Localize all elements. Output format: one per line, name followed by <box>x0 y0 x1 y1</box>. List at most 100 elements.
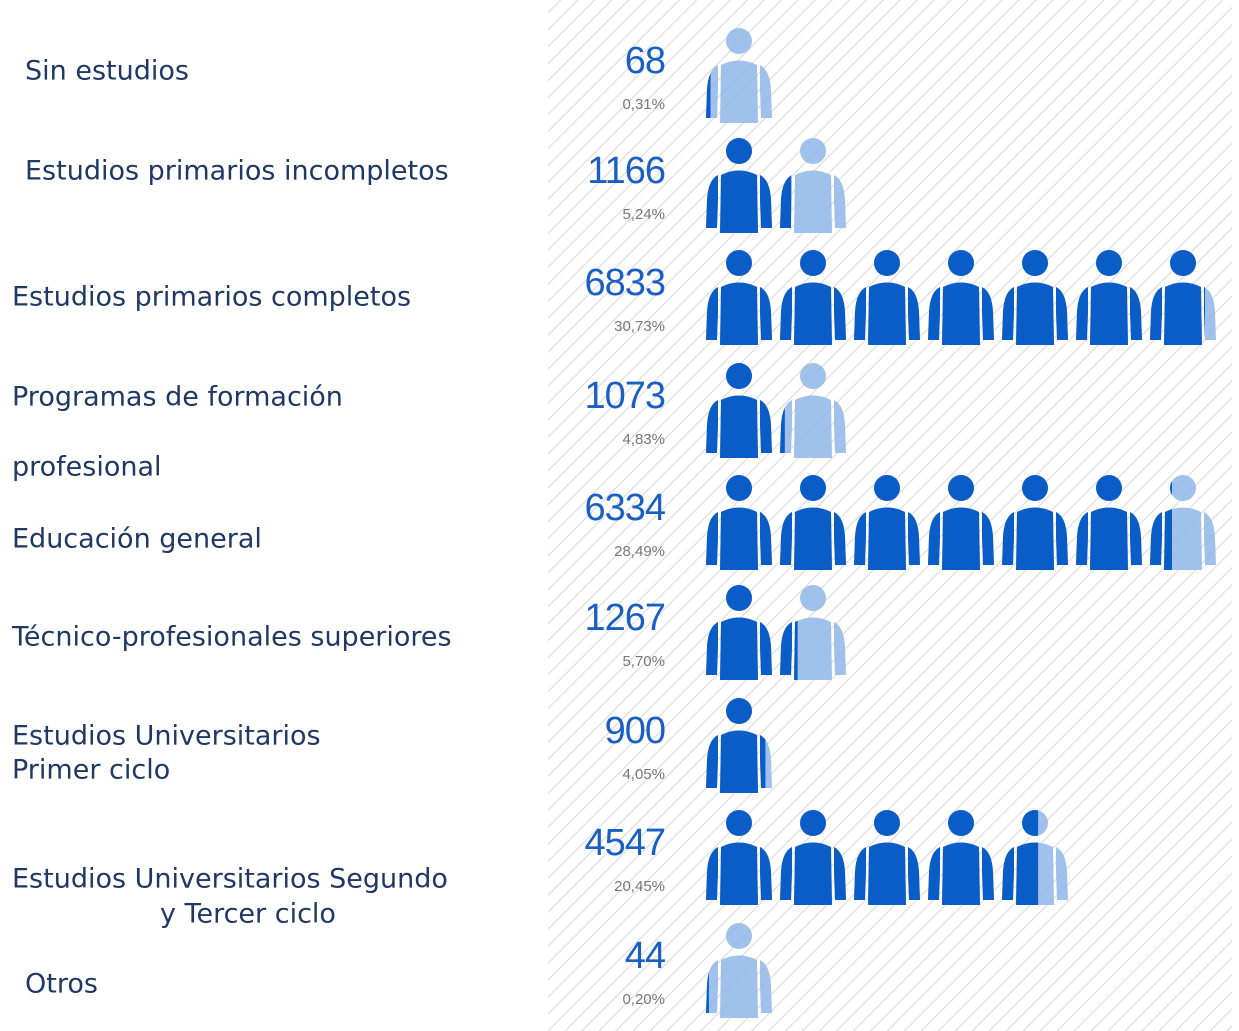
icon-part <box>948 475 974 501</box>
icon-fill <box>928 810 994 905</box>
person-icon <box>928 250 994 345</box>
icon-part <box>1002 512 1014 565</box>
person-icon <box>928 475 994 570</box>
icon-part <box>794 842 832 905</box>
icon-part <box>706 972 709 1013</box>
icon-part <box>1076 512 1088 565</box>
icon-part <box>982 512 994 565</box>
category-label: Estudios Universitarios <box>12 721 321 752</box>
person-icon <box>706 923 772 1018</box>
icon-part <box>834 287 846 340</box>
icon-part <box>760 622 772 675</box>
icon-fill <box>780 175 791 228</box>
icon-part <box>780 407 785 453</box>
icon-part <box>780 622 792 675</box>
value-label: 68 <box>625 40 665 82</box>
value-label: 44 <box>625 935 666 977</box>
category-label: Estudios Universitarios Segundo <box>12 864 448 895</box>
icon-part <box>720 60 758 123</box>
icon-part <box>794 282 832 345</box>
icon-part <box>726 923 752 949</box>
icon-part <box>1056 512 1068 565</box>
icon-fill <box>780 250 846 345</box>
share-label: 5,70% <box>622 653 665 670</box>
icon-part <box>794 620 798 680</box>
icon-part <box>1096 475 1122 501</box>
icon-part <box>780 512 792 565</box>
icon-part <box>1204 512 1216 565</box>
person-icon <box>780 585 846 680</box>
icon-part <box>834 622 846 675</box>
icon-part <box>1076 287 1088 340</box>
icon-part <box>1056 847 1068 900</box>
icon-part <box>942 282 980 345</box>
icon-part <box>874 250 900 276</box>
person-icon <box>1076 250 1142 345</box>
icon-part <box>868 282 906 345</box>
icon-part <box>794 507 832 570</box>
icon-part <box>780 175 791 228</box>
icon-part <box>1022 250 1048 276</box>
icon-fill <box>1076 475 1142 570</box>
value-label: 900 <box>605 710 665 752</box>
icon-fill <box>706 972 709 1013</box>
icon-part <box>780 847 792 900</box>
icon-part <box>854 847 866 900</box>
person-icon <box>1002 810 1068 905</box>
share-label: 0,31% <box>622 96 665 113</box>
icon-fill <box>706 250 772 345</box>
icon-part <box>706 735 718 788</box>
icon-part <box>854 512 866 565</box>
icon-fill <box>706 73 711 118</box>
icon-part <box>928 287 940 340</box>
category-label: Primer ciclo <box>12 755 170 786</box>
icon-part <box>800 363 826 389</box>
icon-part <box>726 475 752 501</box>
icon-part <box>760 512 772 565</box>
icon-part <box>800 138 826 164</box>
icon-part <box>982 847 994 900</box>
person-icon <box>706 250 772 345</box>
icon-empty <box>706 923 772 1018</box>
icon-part <box>794 617 832 680</box>
category-label: y Tercer ciclo <box>160 899 336 930</box>
icon-part <box>1096 250 1122 276</box>
icon-part <box>800 250 826 276</box>
person-icon <box>928 810 994 905</box>
icon-part <box>834 175 846 228</box>
icon-part <box>800 585 826 611</box>
icon-fill <box>706 138 772 233</box>
share-label: 28,49% <box>614 543 665 560</box>
person-icon <box>1150 250 1216 345</box>
person-icon <box>706 475 772 570</box>
icon-part <box>794 170 832 233</box>
icon-fill <box>706 363 772 458</box>
icon-part <box>726 363 752 389</box>
icon-part <box>1090 282 1128 345</box>
icon-part <box>720 842 758 905</box>
icon-fill <box>780 810 846 905</box>
category-label: Educación general <box>12 524 262 555</box>
icon-fill <box>780 475 846 570</box>
icon-fill <box>854 250 920 345</box>
icon-part <box>854 287 866 340</box>
person-icon <box>706 28 772 123</box>
icon-fill <box>1150 481 1173 570</box>
category-label: Sin estudios <box>25 56 189 87</box>
icon-part <box>1170 250 1196 276</box>
person-icon <box>706 585 772 680</box>
value-label: 4547 <box>584 822 665 864</box>
icon-part <box>720 282 758 345</box>
person-icon <box>780 250 846 345</box>
icon-part <box>720 730 758 793</box>
person-icon <box>854 250 920 345</box>
icon-part <box>720 395 758 458</box>
icon-part <box>1022 475 1048 501</box>
icon-part <box>726 28 752 54</box>
icon-part <box>874 810 900 836</box>
icon-part <box>706 287 718 340</box>
icon-fill <box>854 475 920 570</box>
icon-part <box>760 175 772 228</box>
icon-fill <box>706 475 772 570</box>
